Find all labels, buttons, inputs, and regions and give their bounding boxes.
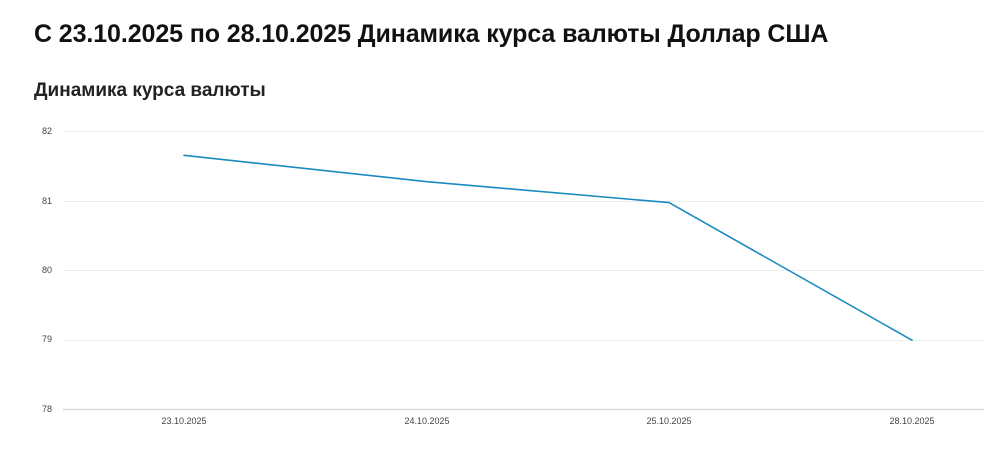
y-tick-79: 79 (41, 334, 52, 344)
y-tick-78: 78 (41, 404, 52, 414)
y-tick-81: 81 (41, 196, 52, 206)
section-title: Динамика курса валюты (34, 80, 266, 101)
y-tick-80: 80 (41, 265, 52, 275)
page-title: С 23.10.2025 по 28.10.2025 Динамика курс… (34, 20, 829, 48)
x-tick-label: 23.10.2025 (161, 416, 207, 426)
grid-lines (63, 131, 984, 411)
y-tick-82: 82 (41, 126, 52, 136)
series-line (183, 154, 913, 342)
x-tick-label: 25.10.2025 (646, 416, 692, 426)
x-tick-label: 24.10.2025 (404, 416, 450, 426)
x-tick-label: 28.10.2025 (889, 416, 935, 426)
